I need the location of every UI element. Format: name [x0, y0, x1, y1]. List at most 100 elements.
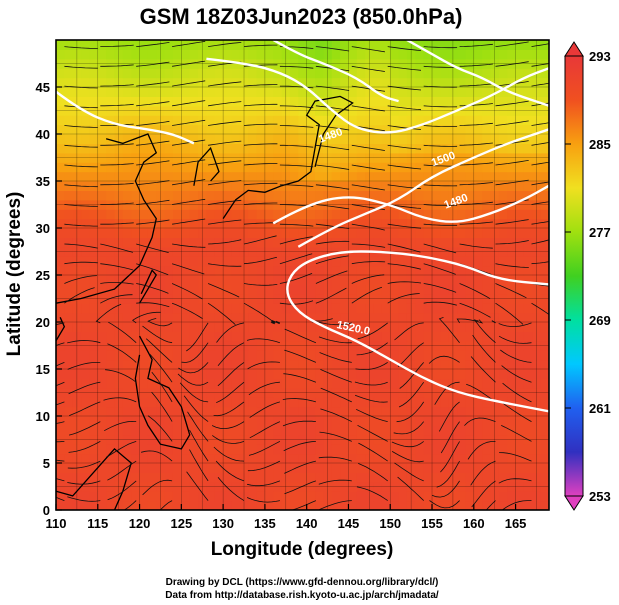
- field-cell: [507, 265, 517, 276]
- field-cell: [423, 77, 433, 88]
- field-cell: [315, 416, 324, 426]
- field-cell: [540, 472, 549, 483]
- field-cell: [239, 463, 249, 473]
- streamline: [131, 311, 161, 324]
- field-cell: [373, 171, 383, 182]
- field-cell: [64, 171, 74, 182]
- streamline: [172, 198, 206, 205]
- field-cell: [381, 49, 391, 60]
- streamline: [279, 164, 314, 168]
- field-cell: [532, 387, 542, 398]
- field-cell: [523, 134, 533, 144]
- field-cell: [89, 293, 99, 304]
- field-cell: [507, 105, 517, 116]
- field-cell: [498, 369, 508, 379]
- field-cell: [473, 340, 483, 351]
- field-cell: [64, 312, 74, 323]
- field-cell: [231, 68, 241, 79]
- field-cell: [523, 481, 533, 492]
- field-cell: [457, 340, 467, 351]
- field-cell: [540, 105, 549, 116]
- field-cell: [256, 209, 266, 220]
- field-cell: [432, 303, 441, 314]
- field-cell: [323, 58, 333, 69]
- field-cell: [507, 162, 517, 173]
- field-cell: [264, 331, 274, 342]
- streamline: [394, 462, 424, 482]
- field-cell: [214, 397, 224, 408]
- field-cell: [448, 322, 458, 332]
- streamline: [186, 322, 209, 352]
- streamline: [423, 125, 458, 127]
- field-cell: [306, 49, 316, 60]
- streamline: [315, 46, 350, 52]
- field-cell: [365, 284, 375, 295]
- streamline: [100, 222, 134, 225]
- field-cell: [89, 96, 99, 107]
- field-cell: [264, 312, 274, 323]
- streamline: [459, 302, 491, 318]
- streamline: [56, 421, 65, 424]
- field-cell: [206, 322, 216, 332]
- field-cell: [398, 115, 408, 126]
- field-cell: [81, 284, 91, 295]
- field-cell: [348, 369, 358, 379]
- field-cell: [331, 397, 341, 408]
- field-cell: [289, 378, 299, 389]
- field-cell: [432, 350, 441, 361]
- field-cell: [306, 312, 316, 323]
- field-cell: [365, 463, 375, 473]
- field-cell: [223, 500, 233, 510]
- streamline: [64, 125, 98, 128]
- field-cell: [381, 105, 391, 116]
- streamline: [100, 64, 134, 67]
- field-cell: [248, 105, 258, 116]
- field-cell: [315, 425, 324, 436]
- field-cell: [198, 322, 208, 332]
- field-cell: [147, 463, 157, 473]
- field-cell: [373, 500, 383, 510]
- field-cell: [523, 143, 533, 154]
- field-cell: [306, 237, 316, 248]
- field-cell: [523, 416, 533, 426]
- field-cell: [189, 378, 199, 389]
- field-cell: [114, 293, 124, 304]
- field-cell: [465, 444, 475, 455]
- field-cell: [457, 237, 467, 248]
- field-cell: [440, 350, 450, 361]
- field-cell: [365, 190, 375, 201]
- field-cell: [440, 171, 450, 182]
- field-cell: [381, 171, 391, 182]
- field-cell: [172, 77, 182, 88]
- field-cell: [122, 397, 132, 408]
- streamline: [243, 222, 278, 225]
- field-cell: [540, 199, 549, 210]
- field-cell: [97, 256, 107, 267]
- field-cell: [264, 115, 274, 126]
- field-cell: [172, 105, 182, 116]
- field-cell: [72, 77, 82, 88]
- field-cell: [490, 387, 500, 398]
- streamline: [387, 85, 422, 91]
- streamline: [459, 182, 493, 186]
- field-cell: [415, 199, 425, 210]
- streamline: [246, 338, 281, 344]
- field-cell: [482, 171, 492, 182]
- field-cell: [298, 434, 308, 445]
- field-cell: [239, 105, 249, 116]
- field-cell: [432, 105, 441, 116]
- field-cell: [131, 265, 141, 276]
- field-cell: [448, 350, 458, 361]
- field-cell: [106, 284, 116, 295]
- field-cell: [139, 303, 149, 314]
- field-cell: [239, 49, 249, 60]
- field-cell: [340, 134, 350, 144]
- streamline: [56, 401, 65, 406]
- field-cell: [206, 312, 216, 323]
- field-cell: [390, 152, 400, 163]
- field-cell: [482, 96, 492, 107]
- field-cell: [373, 134, 383, 144]
- field-cell: [331, 77, 341, 88]
- field-cell: [406, 406, 416, 417]
- field-cell: [432, 463, 441, 473]
